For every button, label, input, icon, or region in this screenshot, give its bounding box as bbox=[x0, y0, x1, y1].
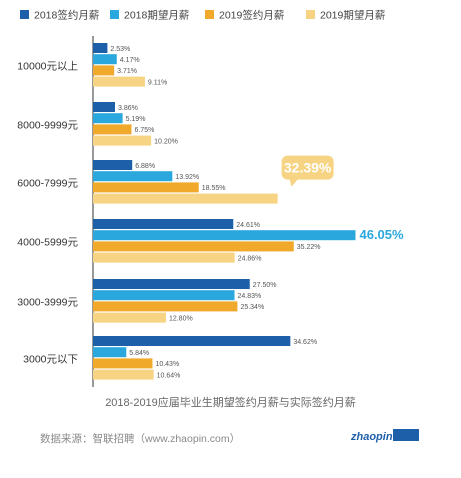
svg-text:zhaopin: zhaopin bbox=[350, 431, 393, 443]
bar-value-label: 6.75% bbox=[134, 127, 154, 134]
callout-label: 32.39% bbox=[284, 160, 332, 176]
bar bbox=[93, 171, 173, 182]
bar bbox=[93, 369, 154, 380]
bar bbox=[93, 43, 108, 53]
legend-label: 2019期望月薪 bbox=[320, 9, 386, 22]
bar bbox=[93, 347, 127, 358]
bar-value-label: 24.61% bbox=[236, 222, 260, 229]
bar-value-label: 4.17% bbox=[120, 57, 140, 64]
bar bbox=[93, 102, 116, 112]
legend-swatch bbox=[306, 10, 315, 19]
bar-value-label: 25.34% bbox=[240, 304, 264, 311]
category-label: 8000-9999元 bbox=[17, 119, 78, 131]
chart-caption: 2018-2019应届毕业生期望签约月薪与实际签约月薪 bbox=[105, 397, 356, 409]
legend-label: 2019签约月薪 bbox=[219, 9, 285, 22]
bar-value-label: 12.80% bbox=[169, 315, 193, 322]
bar-value-label: 10.64% bbox=[157, 372, 181, 379]
bar bbox=[93, 241, 294, 252]
legend-label: 2018签约月薪 bbox=[34, 9, 100, 22]
bar-value-label: 24.83% bbox=[238, 293, 262, 300]
bar-value-label: 3.71% bbox=[117, 68, 137, 75]
bar bbox=[93, 301, 238, 312]
data-source: 数据来源：智联招聘（www.zhaopin.com） bbox=[40, 433, 241, 445]
bar bbox=[93, 358, 153, 369]
category-label: 4000-5999元 bbox=[17, 236, 78, 248]
bar-value-label: 13.92% bbox=[175, 174, 199, 181]
bar bbox=[93, 219, 234, 229]
bar bbox=[93, 54, 117, 65]
category-label: 3000-3999元 bbox=[17, 296, 78, 308]
bar-value-label: 34.62% bbox=[293, 339, 317, 346]
bar-value-label: 35.22% bbox=[297, 244, 321, 251]
bar bbox=[93, 182, 199, 193]
bar bbox=[93, 135, 152, 146]
category-label: 6000-7999元 bbox=[17, 177, 78, 189]
bar-value-label: 24.86% bbox=[238, 255, 262, 262]
bar bbox=[93, 124, 132, 135]
legend-swatch bbox=[20, 10, 29, 19]
legend-label: 2018期望月薪 bbox=[124, 9, 190, 22]
bar bbox=[93, 193, 278, 204]
bar-value-label: 10.20% bbox=[154, 138, 178, 145]
legend-swatch bbox=[205, 10, 214, 19]
bar-value-label: 10.43% bbox=[155, 361, 179, 368]
bar bbox=[93, 252, 235, 263]
bar bbox=[93, 290, 235, 301]
callout-bubble bbox=[281, 155, 334, 187]
bar bbox=[93, 336, 291, 346]
bar bbox=[93, 230, 356, 241]
zhaopin-logo: zhaopin bbox=[350, 429, 419, 443]
callout-label: 46.05% bbox=[359, 227, 404, 242]
category-label: 10000元以上 bbox=[17, 60, 78, 72]
bar bbox=[93, 65, 115, 76]
bar-value-label: 5.19% bbox=[126, 116, 146, 123]
bar bbox=[93, 312, 166, 323]
bar-value-label: 27.50% bbox=[253, 282, 277, 289]
bar bbox=[93, 76, 145, 87]
bar-value-label: 3.86% bbox=[118, 105, 138, 112]
bar-value-label: 18.55% bbox=[202, 185, 226, 192]
bar-value-label: 9.11% bbox=[148, 79, 167, 86]
bar bbox=[93, 113, 123, 124]
bar-value-label: 6.88% bbox=[135, 163, 155, 170]
category-label: 3000元以下 bbox=[23, 353, 78, 365]
bar-value-label: 5.84% bbox=[129, 350, 149, 357]
bar bbox=[93, 279, 250, 289]
bar bbox=[93, 160, 133, 170]
legend-swatch bbox=[110, 10, 119, 19]
bar-value-label: 2.53% bbox=[110, 46, 130, 53]
